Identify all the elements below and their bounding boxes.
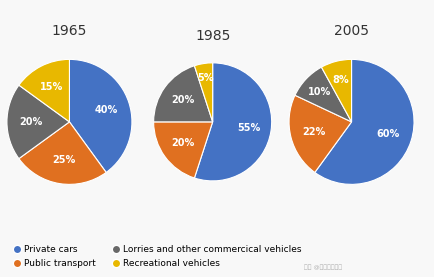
Title: 2005: 2005: [334, 24, 369, 39]
Text: 55%: 55%: [237, 123, 260, 133]
Wedge shape: [194, 63, 213, 122]
Text: 22%: 22%: [302, 127, 326, 137]
Wedge shape: [194, 63, 272, 181]
Text: 8%: 8%: [332, 75, 349, 84]
Title: 1985: 1985: [195, 29, 230, 43]
Text: 5%: 5%: [197, 73, 214, 83]
Wedge shape: [315, 59, 414, 184]
Text: 20%: 20%: [171, 138, 195, 148]
Wedge shape: [322, 59, 352, 122]
Wedge shape: [154, 66, 213, 122]
Title: 1965: 1965: [52, 24, 87, 39]
Text: 10%: 10%: [308, 87, 331, 97]
Text: 知乎 @萌萌哒的轩神: 知乎 @萌萌哒的轩神: [304, 264, 342, 270]
Text: 15%: 15%: [40, 82, 63, 92]
Text: 60%: 60%: [377, 129, 400, 139]
Text: 20%: 20%: [171, 95, 195, 105]
Wedge shape: [7, 85, 69, 159]
Text: 25%: 25%: [52, 155, 75, 165]
Text: 40%: 40%: [95, 105, 118, 115]
Wedge shape: [19, 122, 106, 184]
Wedge shape: [69, 59, 132, 173]
Legend: Private cars, Public transport, Lorries and other commercical vehicles, Recreati: Private cars, Public transport, Lorries …: [13, 243, 303, 270]
Wedge shape: [289, 95, 352, 173]
Text: 20%: 20%: [19, 117, 43, 127]
Wedge shape: [295, 67, 352, 122]
Wedge shape: [154, 122, 213, 178]
Wedge shape: [19, 59, 69, 122]
